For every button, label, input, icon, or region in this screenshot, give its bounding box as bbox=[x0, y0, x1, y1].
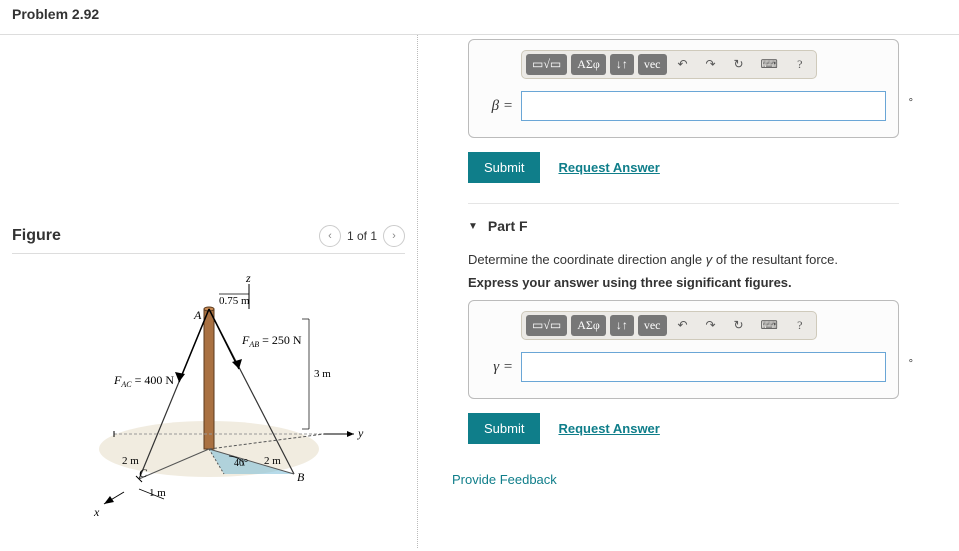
figure-header: Figure ‹ 1 of 1 › bbox=[12, 225, 405, 254]
figure-title: Figure bbox=[12, 227, 61, 245]
left-pane: Figure ‹ 1 of 1 › bbox=[0, 35, 418, 548]
var-beta: β = bbox=[481, 98, 513, 115]
tool-vec[interactable]: vec bbox=[638, 315, 667, 336]
tool-updown[interactable]: ↓↑ bbox=[610, 315, 634, 336]
main-columns: Figure ‹ 1 of 1 › bbox=[0, 35, 959, 548]
input-toolbar-beta: ▭√▭ ΑΣφ ↓↑ vec ↶ ↷ ↻ ⌨ ? bbox=[521, 50, 817, 79]
answer-input-gamma[interactable] bbox=[521, 352, 886, 382]
tool-help[interactable]: ? bbox=[788, 315, 812, 336]
provide-feedback-link[interactable]: Provide Feedback bbox=[418, 454, 959, 487]
request-answer-beta[interactable]: Request Answer bbox=[558, 160, 659, 175]
collapse-icon: ▼ bbox=[468, 221, 478, 232]
figure-page-text: 1 of 1 bbox=[347, 229, 377, 243]
request-answer-gamma[interactable]: Request Answer bbox=[558, 421, 659, 436]
tool-greek[interactable]: ΑΣφ bbox=[571, 54, 606, 75]
part-f-header[interactable]: ▼ Part F bbox=[468, 203, 899, 244]
tool-keyboard-icon[interactable]: ⌨ bbox=[755, 54, 784, 75]
tool-templates[interactable]: ▭√▭ bbox=[526, 54, 567, 75]
unit-gamma: ° bbox=[909, 358, 913, 370]
point-B: B bbox=[297, 470, 305, 484]
point-C: C bbox=[139, 466, 148, 480]
submit-button-gamma[interactable]: Submit bbox=[468, 413, 540, 444]
part-f-prompt1: Determine the coordinate direction angle… bbox=[468, 252, 899, 267]
part-f-block: ▼ Part F Determine the coordinate direct… bbox=[418, 203, 959, 454]
axis-x-label: x bbox=[93, 505, 100, 519]
dim-075m: 0.75 m bbox=[219, 295, 250, 307]
right-pane: ▭√▭ ΑΣφ ↓↑ vec ↶ ↷ ↻ ⌨ ? β = bbox=[418, 35, 959, 548]
answer-input-beta[interactable] bbox=[521, 91, 886, 121]
tool-redo[interactable]: ↷ bbox=[699, 315, 723, 336]
answer-box-gamma: ▭√▭ ΑΣφ ↓↑ vec ↶ ↷ ↻ ⌨ ? γ = bbox=[468, 300, 899, 399]
axis-z-label: z bbox=[245, 274, 251, 285]
figure-pager: ‹ 1 of 1 › bbox=[319, 225, 405, 247]
tool-updown[interactable]: ↓↑ bbox=[610, 54, 634, 75]
problem-title: Problem 2.92 bbox=[0, 0, 959, 35]
part-f-title: Part F bbox=[488, 218, 528, 234]
input-toolbar-gamma: ▭√▭ ΑΣφ ↓↑ vec ↶ ↷ ↻ ⌨ ? bbox=[521, 311, 817, 340]
tool-templates[interactable]: ▭√▭ bbox=[526, 315, 567, 336]
dim-2m-right: 2 m bbox=[264, 455, 281, 467]
button-row-gamma: Submit Request Answer bbox=[468, 413, 899, 444]
tool-keyboard-icon[interactable]: ⌨ bbox=[755, 315, 784, 336]
dim-3m: 3 m bbox=[314, 368, 331, 380]
dim-1m: 1 m bbox=[149, 487, 166, 499]
angle-40: 40° bbox=[234, 458, 248, 469]
part-f-prompt2: Express your answer using three signific… bbox=[468, 275, 899, 290]
equation-row-beta: β = bbox=[481, 91, 886, 121]
tool-redo[interactable]: ↷ bbox=[699, 54, 723, 75]
tool-help[interactable]: ? bbox=[788, 54, 812, 75]
var-gamma: γ = bbox=[481, 359, 513, 376]
answer-box-beta: ▭√▭ ΑΣφ ↓↑ vec ↶ ↷ ↻ ⌨ ? β = bbox=[468, 39, 899, 138]
force-ac: FAC = 400 N bbox=[113, 373, 174, 389]
dim-2m-left: 2 m bbox=[122, 455, 139, 467]
tool-vec[interactable]: vec bbox=[638, 54, 667, 75]
button-row-beta: Submit Request Answer bbox=[468, 152, 899, 183]
figure-prev-button[interactable]: ‹ bbox=[319, 225, 341, 247]
tool-greek[interactable]: ΑΣφ bbox=[571, 315, 606, 336]
tool-reset[interactable]: ↻ bbox=[727, 315, 751, 336]
force-ab: FAB = 250 N bbox=[241, 333, 302, 349]
equation-row-gamma: γ = bbox=[481, 352, 886, 382]
unit-beta: ° bbox=[909, 97, 913, 109]
figure-next-button[interactable]: › bbox=[383, 225, 405, 247]
submit-button-beta[interactable]: Submit bbox=[468, 152, 540, 183]
tool-undo[interactable]: ↶ bbox=[671, 54, 695, 75]
tool-reset[interactable]: ↻ bbox=[727, 54, 751, 75]
axis-y-label: y bbox=[357, 426, 364, 440]
tool-undo[interactable]: ↶ bbox=[671, 315, 695, 336]
part-e-block: ▭√▭ ΑΣφ ↓↑ vec ↶ ↷ ↻ ⌨ ? β = bbox=[418, 35, 959, 193]
point-A: A bbox=[193, 308, 202, 322]
figure-diagram: z y x 0.75 m A bbox=[12, 274, 405, 534]
